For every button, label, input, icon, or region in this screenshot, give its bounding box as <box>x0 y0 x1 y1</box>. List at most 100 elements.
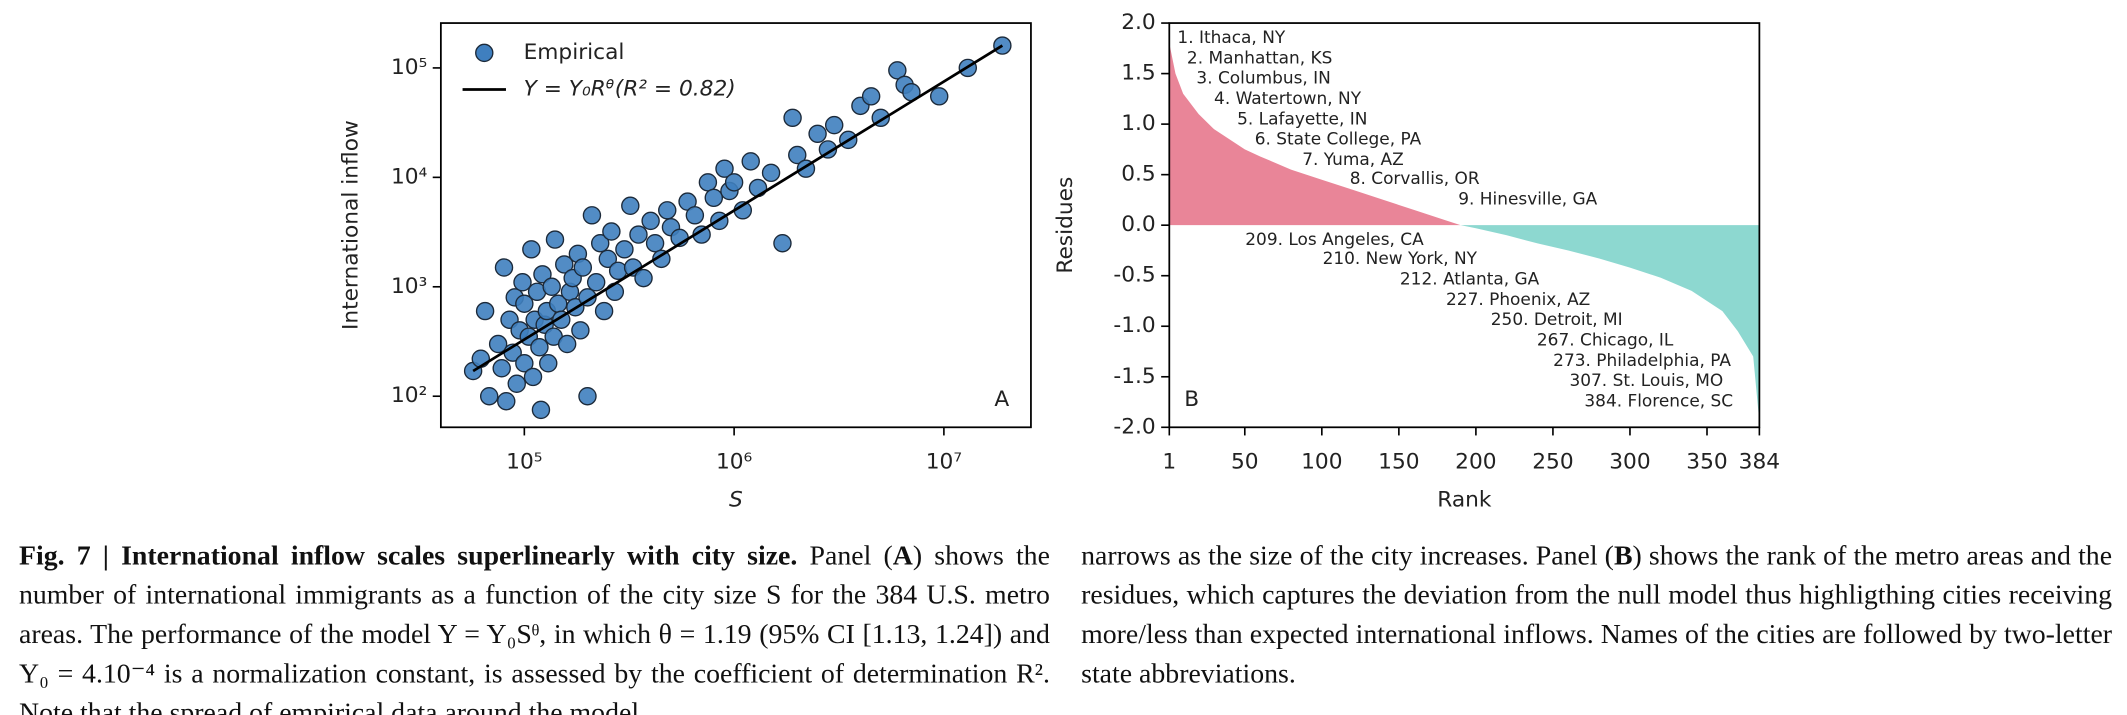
point <box>530 338 549 357</box>
annotation: 210. New York, NY <box>1323 248 1478 268</box>
point <box>573 258 593 277</box>
x-tick-label: 150 <box>1378 450 1419 475</box>
point <box>497 392 516 411</box>
point <box>652 249 671 269</box>
point <box>488 334 508 354</box>
x-tick-label: 350 <box>1686 450 1727 475</box>
x-tick-label: 300 <box>1609 450 1650 475</box>
point <box>533 265 552 284</box>
point <box>615 240 634 259</box>
annotation: 8. Corvallis, OR <box>1350 168 1480 188</box>
fit-line <box>472 44 1004 373</box>
point <box>629 225 648 244</box>
y-tick-label: 1.0 <box>1121 111 1156 136</box>
point <box>818 140 838 159</box>
point <box>479 386 499 406</box>
point <box>555 255 574 274</box>
annotation: 4. Watertown, NY <box>1214 88 1362 108</box>
point <box>513 273 532 292</box>
caption-text: ) shows the number of international immi… <box>18 541 1050 715</box>
x-tick-label: 100 <box>1301 450 1342 475</box>
annotation: 2. Manhattan, KS <box>1187 47 1332 67</box>
point <box>522 240 541 259</box>
x-tick-label: 10⁶ <box>716 450 752 475</box>
point <box>724 173 744 192</box>
caption-text: narrows as the size of the city increase… <box>1081 541 1614 572</box>
point <box>523 367 543 387</box>
point <box>515 354 534 373</box>
y-tick-label: 0.5 <box>1121 162 1156 187</box>
y-tick-label: 10⁵ <box>391 55 427 80</box>
point <box>598 249 618 269</box>
annotation: 5. Lafayette, IN <box>1237 108 1367 128</box>
point <box>641 211 660 231</box>
point <box>492 359 511 378</box>
caption-text: A <box>892 541 913 572</box>
point <box>539 354 558 373</box>
point <box>824 115 844 135</box>
point <box>783 108 802 128</box>
point <box>861 87 881 106</box>
point <box>578 288 597 307</box>
x-tick-label: 10⁵ <box>506 450 542 475</box>
point <box>658 201 677 220</box>
x-tick-label: 1 <box>1162 450 1176 475</box>
x-tick-label: 384 <box>1739 450 1780 475</box>
point <box>715 159 734 178</box>
point <box>602 222 621 241</box>
annotation: 384. Florence, SC <box>1584 391 1733 411</box>
y-axis-label: Residues <box>1053 177 1078 274</box>
annotation: 267. Chicago, IL <box>1537 329 1674 349</box>
y-tick-label: 10⁴ <box>391 164 427 189</box>
caption-text: B <box>1613 541 1633 572</box>
annotation: 273. Philadelphia, PA <box>1553 350 1731 370</box>
caption-title: International inflow scales superlinearl… <box>121 541 798 572</box>
caption-label: Fig. 7 | <box>18 541 109 572</box>
x-axis-label: Rank <box>1437 488 1492 513</box>
point <box>531 400 551 420</box>
positive-area <box>1169 43 1461 226</box>
point <box>582 206 602 225</box>
point <box>571 321 590 340</box>
y-tick-label: 10² <box>391 383 427 408</box>
point <box>748 178 768 198</box>
annotation: 209. Los Angeles, CA <box>1245 229 1424 249</box>
plot-frame <box>1168 22 1761 429</box>
negative-area <box>1460 225 1760 423</box>
caption-right: narrows as the size of the city increase… <box>1081 537 2112 694</box>
point <box>761 163 781 183</box>
point <box>788 145 807 165</box>
x-axis-label: S <box>729 488 743 513</box>
panel-label: B <box>1184 387 1199 412</box>
annotation: 6. State College, PA <box>1255 129 1422 149</box>
annotation: 307. St. Louis, MO <box>1569 370 1723 390</box>
point <box>929 87 949 106</box>
figure: 10⁵ 10⁶ 10⁷ 10² 10³ 10⁴ 10⁵ S International infl… <box>338 10 1780 513</box>
annotation: 9. Hinesville, GA <box>1458 188 1597 208</box>
y-tick-label: 10³ <box>391 274 427 299</box>
panel-label: A <box>994 387 1009 412</box>
point <box>590 234 610 253</box>
point <box>704 188 724 208</box>
point <box>515 294 534 313</box>
x-tick-label: 200 <box>1455 450 1496 475</box>
point <box>557 334 577 354</box>
annotation: 7. Yuma, AZ <box>1302 149 1404 169</box>
point <box>685 206 705 225</box>
point <box>621 196 640 215</box>
annotation: 250. Detroit, MI <box>1491 309 1623 329</box>
caption-left: Fig. 7 | International inflow scales sup… <box>19 537 1050 715</box>
x-tick-label: 10⁷ <box>926 450 962 475</box>
point <box>634 268 653 288</box>
annotation: 212. Atlanta, GA <box>1400 268 1540 288</box>
x-tick-label: 250 <box>1532 450 1573 475</box>
legend-marker <box>475 43 494 63</box>
point <box>605 282 625 302</box>
y-tick-label: -1.5 <box>1113 364 1155 389</box>
point <box>586 273 606 292</box>
point <box>475 301 495 321</box>
point <box>494 258 514 277</box>
x-tick-label: 50 <box>1231 450 1259 475</box>
point <box>645 234 665 253</box>
